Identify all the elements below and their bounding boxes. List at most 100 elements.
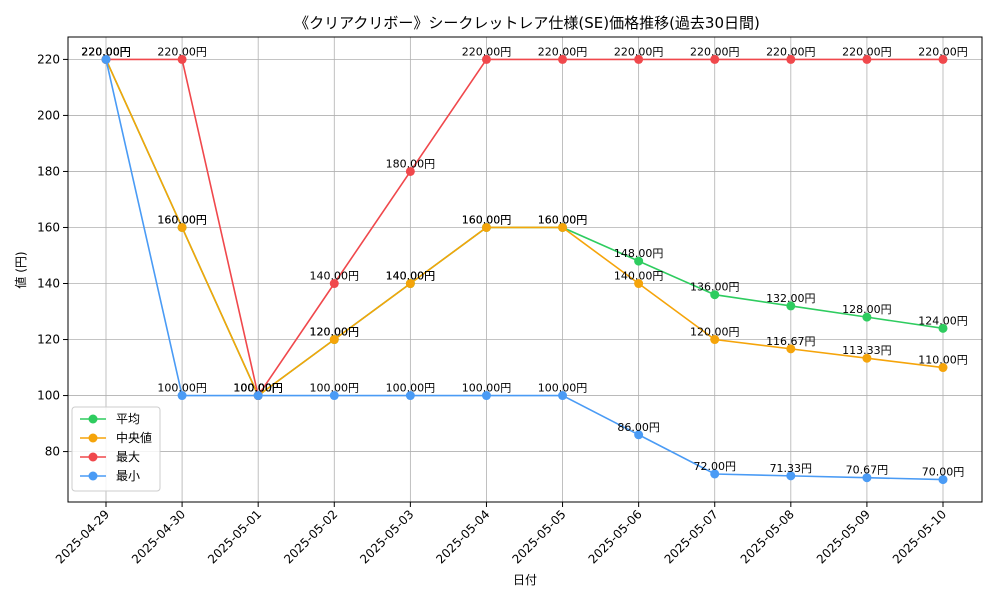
data-point bbox=[634, 430, 644, 440]
plot-frame bbox=[67, 36, 983, 503]
data-point bbox=[938, 475, 948, 485]
data-point bbox=[405, 279, 415, 289]
data-label: 160.00円 bbox=[538, 213, 588, 226]
data-label: 128.00円 bbox=[842, 303, 892, 316]
data-point bbox=[786, 344, 796, 354]
y-axis-label: 値 (円) bbox=[13, 251, 28, 288]
data-label: 100.00円 bbox=[310, 382, 360, 395]
data-point bbox=[558, 222, 568, 232]
data-label: 220.00円 bbox=[81, 45, 131, 58]
data-label: 220.00円 bbox=[157, 45, 207, 58]
data-point bbox=[481, 54, 491, 64]
data-point bbox=[938, 54, 948, 64]
data-label: 110.00円 bbox=[918, 354, 968, 367]
data-label: 70.00円 bbox=[922, 466, 965, 479]
grid bbox=[68, 37, 982, 502]
data-point bbox=[786, 471, 796, 481]
data-label: 220.00円 bbox=[614, 45, 664, 58]
chart-title: 《クリアクリボー》シークレットレア仕様(SE)価格推移(過去30日間) bbox=[294, 14, 760, 32]
data-label: 160.00円 bbox=[157, 213, 207, 226]
data-label: 120.00円 bbox=[310, 326, 360, 339]
data-point bbox=[710, 335, 720, 345]
data-labels: 220.00円 160.00円 100.00円 120.00円 140.00円 160.0… bbox=[81, 45, 968, 478]
legend-swatch-marker bbox=[88, 433, 98, 443]
data-point bbox=[329, 391, 339, 401]
x-tick-label: 2025-05-10 bbox=[890, 507, 949, 566]
data-label: 72.00円 bbox=[693, 460, 736, 473]
data-point bbox=[177, 391, 187, 401]
data-label: 220.00円 bbox=[538, 45, 588, 58]
data-label: 220.00円 bbox=[766, 45, 816, 58]
legend-swatch-marker bbox=[88, 452, 98, 462]
x-axis-ticks: 2025-04-29 2025-04-30 2025-05-01 2025-05-02… bbox=[53, 502, 949, 566]
x-tick-label: 2025-05-05 bbox=[509, 507, 568, 566]
data-label: 160.00円 bbox=[538, 213, 588, 226]
data-label: 116.67円 bbox=[766, 335, 816, 348]
data-label: 100.00円 bbox=[233, 382, 283, 395]
y-tick-label: 100 bbox=[37, 389, 60, 403]
data-point bbox=[786, 301, 796, 311]
y-tick-label: 180 bbox=[37, 164, 60, 178]
data-point bbox=[177, 222, 187, 232]
y-tick-label: 80 bbox=[45, 445, 60, 459]
y-tick-label: 200 bbox=[37, 108, 60, 122]
data-label: 140.00円 bbox=[386, 270, 436, 283]
data-point bbox=[938, 363, 948, 373]
x-tick-label: 2025-05-01 bbox=[205, 507, 264, 566]
data-label: 113.33円 bbox=[842, 344, 892, 357]
x-tick-label: 2025-05-02 bbox=[281, 507, 340, 566]
data-label: 220.00円 bbox=[81, 45, 131, 58]
legend-box bbox=[71, 406, 161, 492]
data-label: 100.00円 bbox=[233, 382, 283, 395]
data-label: 86.00円 bbox=[617, 421, 660, 434]
data-point bbox=[786, 54, 796, 64]
data-point bbox=[481, 391, 491, 401]
data-point bbox=[558, 54, 568, 64]
y-tick-label: 160 bbox=[37, 220, 60, 234]
data-label: 160.00円 bbox=[462, 213, 512, 226]
data-point bbox=[862, 353, 872, 363]
data-label: 100.00円 bbox=[462, 382, 512, 395]
data-point bbox=[862, 473, 872, 483]
y-tick-label: 140 bbox=[37, 277, 60, 291]
data-point bbox=[101, 54, 111, 64]
data-label: 120.00円 bbox=[310, 326, 360, 339]
data-label: 180.00円 bbox=[386, 157, 436, 170]
data-label: 220.00円 bbox=[842, 45, 892, 58]
data-label: 120.00円 bbox=[690, 326, 740, 339]
data-label: 70.67円 bbox=[846, 464, 889, 477]
series-line bbox=[106, 58, 943, 398]
data-label: 220.00円 bbox=[918, 45, 968, 58]
data-point bbox=[329, 279, 339, 289]
data-label: 148.00円 bbox=[614, 247, 664, 260]
x-tick-label: 2025-05-08 bbox=[738, 507, 797, 566]
data-point bbox=[634, 279, 644, 289]
x-tick-label: 2025-04-30 bbox=[129, 507, 188, 566]
data-label: 100.00円 bbox=[233, 382, 283, 395]
legend-swatch-marker bbox=[88, 414, 98, 424]
legend-entry-label: 平均 bbox=[116, 412, 140, 426]
data-label: 140.00円 bbox=[386, 270, 436, 283]
data-point bbox=[710, 469, 720, 479]
legend-swatch-marker bbox=[88, 471, 98, 481]
data-point bbox=[253, 391, 263, 401]
y-axis-ticks: 80 100 120 140 160 180 200 220 bbox=[37, 52, 68, 459]
data-point bbox=[405, 391, 415, 401]
data-label: 220.00円 bbox=[462, 45, 512, 58]
data-point bbox=[329, 335, 339, 345]
data-point bbox=[710, 54, 720, 64]
x-tick-label: 2025-05-04 bbox=[433, 507, 492, 566]
x-axis-label: 日付 bbox=[513, 573, 537, 587]
data-point bbox=[862, 312, 872, 322]
x-tick-label: 2025-05-06 bbox=[586, 507, 645, 566]
data-label: 100.00円 bbox=[538, 382, 588, 395]
legend-entry-label: 中央値 bbox=[116, 430, 152, 445]
series-lines bbox=[101, 54, 948, 485]
data-point bbox=[862, 54, 872, 64]
series-line bbox=[105, 59, 944, 397]
data-label: 220.00円 bbox=[690, 45, 740, 58]
data-point bbox=[481, 222, 491, 232]
data-label: 136.00円 bbox=[690, 281, 740, 294]
x-tick-label: 2025-05-07 bbox=[662, 507, 721, 566]
